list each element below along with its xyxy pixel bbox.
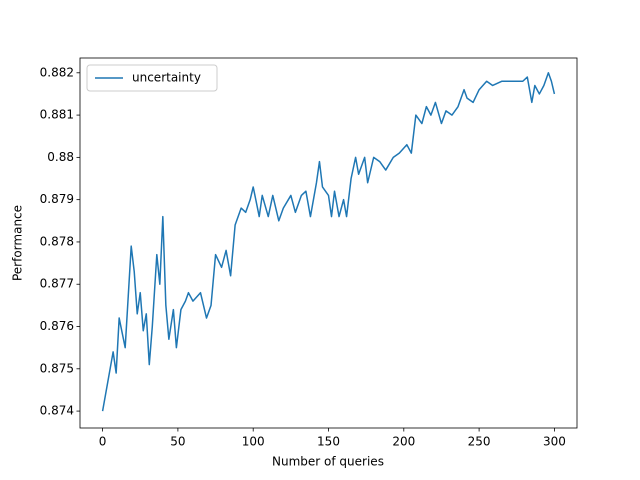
x-tick-label: 150 xyxy=(317,435,340,449)
x-tick-label: 200 xyxy=(392,435,415,449)
x-tick-label: 0 xyxy=(99,435,107,449)
x-tick-label: 300 xyxy=(543,435,566,449)
x-axis-label: Number of queries xyxy=(272,455,384,469)
y-tick-label: 0.874 xyxy=(40,404,74,418)
y-tick-label: 0.88 xyxy=(47,150,74,164)
legend-label: uncertainty xyxy=(132,71,201,85)
x-tick-label: 100 xyxy=(242,435,265,449)
x-tick-label: 50 xyxy=(170,435,185,449)
data-line xyxy=(101,72,556,412)
axes-frame xyxy=(79,57,578,429)
y-axis-label: Performance xyxy=(11,205,25,281)
y-tick-label: 0.882 xyxy=(40,65,74,79)
y-tick-label: 0.878 xyxy=(40,234,74,248)
y-tick-label: 0.875 xyxy=(40,361,74,375)
y-tick-label: 0.876 xyxy=(40,319,74,333)
x-tick-label: 250 xyxy=(468,435,491,449)
y-tick-label: 0.881 xyxy=(40,108,74,122)
y-tick-label: 0.879 xyxy=(40,192,74,206)
legend-box xyxy=(86,64,218,92)
y-tick-label: 0.877 xyxy=(40,277,74,291)
